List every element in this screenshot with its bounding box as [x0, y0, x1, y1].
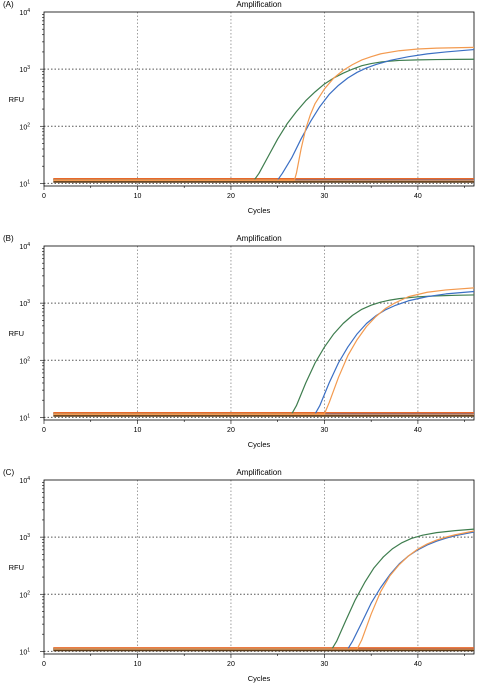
y-tick-label: 104: [19, 476, 30, 485]
amplification-curve: [53, 48, 475, 181]
y-tick-label: 104: [19, 8, 30, 17]
x-tick-label: 10: [134, 427, 142, 434]
x-tick-label: 10: [134, 661, 142, 668]
amplification-chart: Amplification 0 10 20 30 40 101 102 103 104 Cycles…: [9, 234, 475, 449]
x-tick-label: 0: [42, 427, 46, 434]
chart-panel-a: (A) Amplification 0 10 20 30 40 101 102 103 104 Cy…: [0, 0, 480, 229]
chart-title: Amplification: [236, 234, 281, 243]
x-tick-label: 20: [227, 427, 235, 434]
chart-title: Amplification: [236, 0, 281, 9]
amplification-curve: [53, 528, 475, 650]
chart-title: Amplification: [236, 468, 281, 477]
y-tick-label: 101: [19, 647, 30, 656]
x-tick-label: 30: [321, 193, 329, 200]
amplification-curve: [53, 530, 475, 650]
amplification-chart: Amplification 0 10 20 30 40 101 102 103 104 Cycles…: [9, 0, 475, 215]
amplification-curve: [53, 531, 475, 650]
amplification-curve: [53, 287, 475, 415]
x-tick-label: 30: [321, 661, 329, 668]
y-tick-label: 102: [19, 356, 30, 365]
x-tick-label: 40: [414, 661, 422, 668]
amplification-curve: [53, 46, 475, 181]
y-tick-label: 104: [19, 242, 30, 251]
chart-panel-c: (C) Amplification 0 10 20 30 40 101 102 103 104 Cy…: [0, 468, 480, 697]
y-tick-label: 103: [19, 299, 30, 308]
plot-frame: [43, 11, 475, 187]
y-axis-label: RFU: [9, 329, 24, 338]
amplification-chart: Amplification 0 10 20 30 40 101 102 103 104 Cycles…: [9, 468, 475, 683]
y-axis-label: RFU: [9, 95, 24, 104]
panel-label: (C): [3, 468, 15, 477]
x-tick-label: 20: [227, 193, 235, 200]
x-tick-label: 40: [414, 193, 422, 200]
amplification-curve: [53, 294, 475, 415]
y-tick-label: 103: [19, 65, 30, 74]
x-tick-label: 0: [42, 661, 46, 668]
y-axis-label: RFU: [9, 563, 24, 572]
x-tick-label: 20: [227, 661, 235, 668]
amplification-curve: [53, 290, 475, 415]
y-tick-label: 102: [19, 590, 30, 599]
plot-frame: [43, 245, 475, 421]
x-axis-label: Cycles: [248, 674, 271, 683]
x-axis-label: Cycles: [248, 206, 271, 215]
panel-label: (B): [3, 234, 14, 243]
chart-panel-b: (B) Amplification 0 10 20 30 40 101 102 103 104 Cy…: [0, 234, 480, 463]
x-tick-label: 0: [42, 193, 46, 200]
y-tick-label: 101: [19, 413, 30, 422]
x-tick-label: 10: [134, 193, 142, 200]
panel-label: (A): [3, 0, 14, 9]
y-tick-label: 103: [19, 533, 30, 542]
y-tick-label: 101: [19, 179, 30, 188]
y-tick-label: 102: [19, 122, 30, 131]
x-tick-label: 30: [321, 427, 329, 434]
plot-frame: [43, 479, 475, 655]
amplification-curve: [53, 58, 475, 181]
x-tick-label: 40: [414, 427, 422, 434]
x-axis-label: Cycles: [248, 440, 271, 449]
